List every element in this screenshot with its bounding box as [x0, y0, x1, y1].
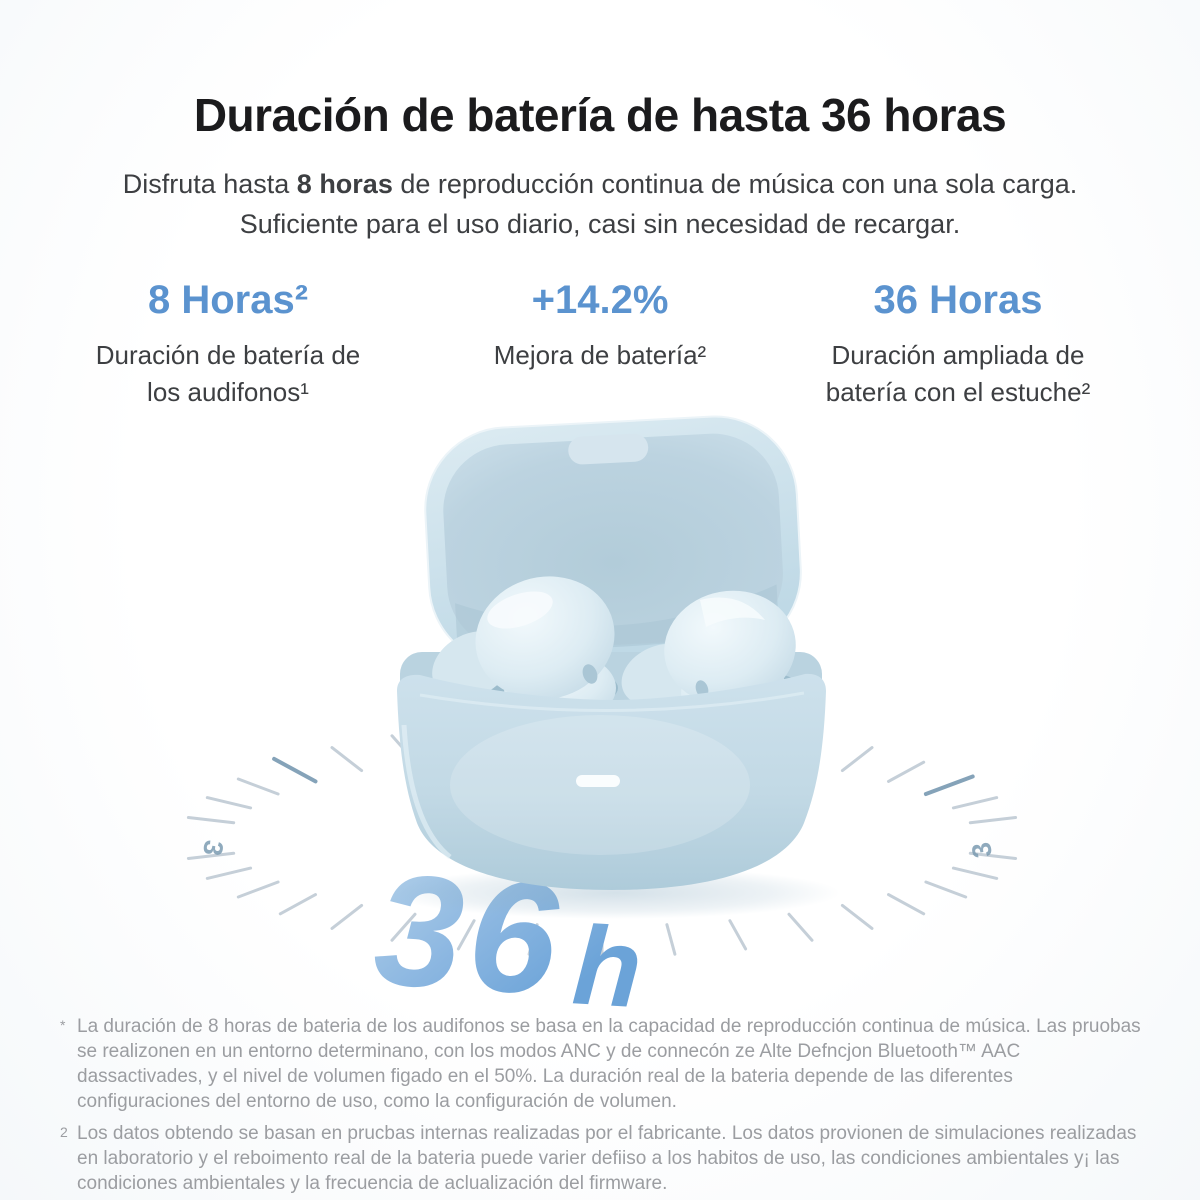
- stat-earbuds-battery-caption: Duración de batería de los audifonos¹: [95, 340, 361, 407]
- hours-badge-unit: h: [569, 902, 651, 1010]
- stat-case-battery-caption: Duración ampliada de batería con el estu…: [825, 340, 1091, 407]
- subtitle-pre: Disfruta hasta: [122, 169, 297, 199]
- page-title: Duración de batería de hasta 36 horas: [193, 89, 1007, 141]
- dial-numeral-left: 3: [197, 838, 229, 858]
- stat-earbuds-battery: 8 Horas² Duración de batería de los audi…: [18, 278, 438, 411]
- footnote-2: 2 Los datos obtendo se basan en prucbas …: [60, 1121, 1145, 1196]
- stat-battery-improvement-caption: Mejora de batería²: [493, 340, 707, 370]
- footnote-1-marker: *: [60, 1017, 66, 1033]
- footnote-2-text: Los datos obtendo se basan en prucbas in…: [77, 1123, 1137, 1194]
- case-body: [397, 673, 826, 890]
- stat-battery-improvement: +14.2% Mejora de batería²: [390, 278, 810, 374]
- footnotes: * La duración de 8 horas de bateria de l…: [60, 1014, 1145, 1200]
- footnote-1-text: La duración de 8 horas de bateria de los…: [77, 1016, 1141, 1112]
- footnote-2-marker: 2: [60, 1124, 68, 1140]
- hero-illustration: 3 3 36h: [186, 415, 1018, 1010]
- charging-led: [576, 775, 620, 787]
- stat-case-battery: 36 Horas Duración ampliada de batería co…: [748, 278, 1168, 411]
- subtitle-line1: Disfruta hasta 8 horas de reproducción c…: [0, 164, 1200, 204]
- stat-battery-improvement-value: +14.2%: [531, 278, 669, 322]
- stat-case-battery-value: 36 Horas: [873, 278, 1043, 322]
- subtitle-post: de reproducción continua de música con u…: [392, 169, 1078, 199]
- subtitle-line2: Suficiente para el uso diario, casi sin …: [239, 209, 961, 239]
- case-seam: [419, 691, 805, 712]
- stat-earbuds-battery-value: 8 Horas²: [147, 278, 309, 322]
- lid-hinge-notch: [568, 433, 649, 465]
- footnote-1: * La duración de 8 horas de bateria de l…: [60, 1014, 1145, 1114]
- subtitle-highlight: 8 horas: [296, 169, 393, 199]
- case-shadow: [390, 867, 840, 919]
- dial-numeral-right: 3: [966, 840, 998, 860]
